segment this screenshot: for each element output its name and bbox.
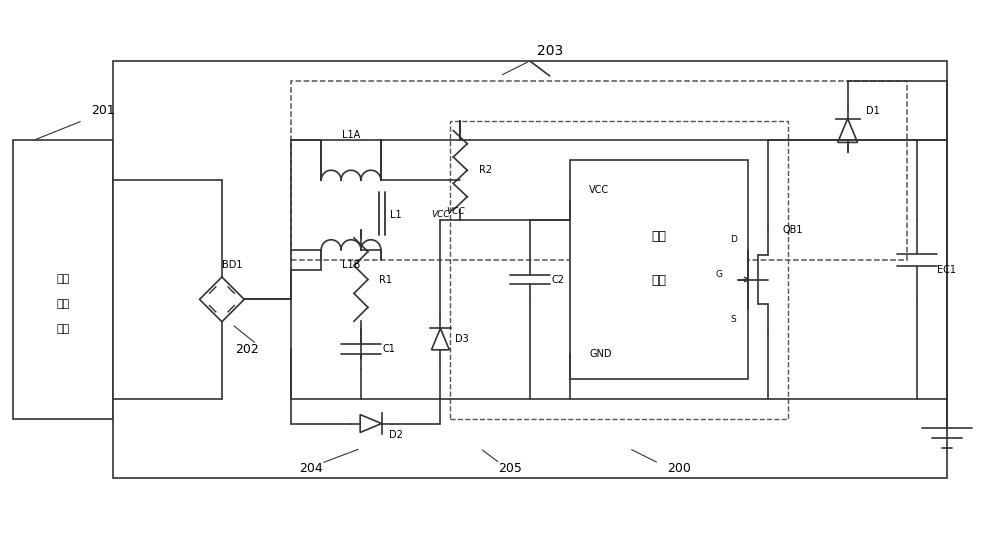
Text: G: G	[715, 270, 722, 279]
Text: 203: 203	[537, 44, 563, 58]
Text: L1A: L1A	[342, 130, 360, 140]
Text: VCC: VCC	[589, 185, 610, 195]
Text: 输入: 输入	[56, 274, 70, 285]
Text: S: S	[731, 315, 736, 324]
Text: BD1: BD1	[222, 259, 242, 269]
Polygon shape	[199, 310, 212, 322]
Text: 芯片: 芯片	[651, 274, 666, 287]
Text: D2: D2	[389, 430, 403, 440]
Bar	[450, 121, 788, 419]
Polygon shape	[431, 328, 449, 350]
Polygon shape	[232, 277, 245, 289]
Text: L1B: L1B	[342, 259, 360, 269]
Text: 204: 204	[299, 462, 323, 475]
Text: 202: 202	[235, 343, 259, 356]
Text: 201: 201	[91, 104, 115, 117]
Polygon shape	[838, 119, 858, 143]
Text: EC1: EC1	[937, 264, 956, 274]
Bar	[570, 160, 748, 379]
Text: C2: C2	[551, 274, 564, 285]
Bar	[291, 81, 907, 259]
Text: D: D	[730, 235, 737, 244]
Polygon shape	[360, 415, 382, 433]
Text: 200: 200	[667, 462, 691, 475]
Text: VCC: VCC	[432, 210, 450, 220]
Text: 205: 205	[498, 462, 522, 475]
Text: 滤波: 滤波	[56, 299, 70, 309]
Polygon shape	[232, 310, 245, 322]
Text: QB1: QB1	[783, 225, 803, 235]
Text: VCC: VCC	[446, 207, 465, 216]
Text: D3: D3	[455, 334, 469, 344]
Bar	[113, 61, 947, 478]
Bar	[13, 140, 113, 419]
Text: GND: GND	[589, 349, 612, 359]
Text: R2: R2	[479, 165, 492, 175]
Polygon shape	[199, 277, 212, 289]
Text: C1: C1	[382, 344, 395, 354]
Text: D1: D1	[866, 106, 879, 116]
Text: 控制: 控制	[651, 230, 666, 243]
Text: L1: L1	[390, 210, 402, 220]
Text: R1: R1	[379, 274, 392, 285]
Text: 电路: 电路	[56, 324, 70, 334]
